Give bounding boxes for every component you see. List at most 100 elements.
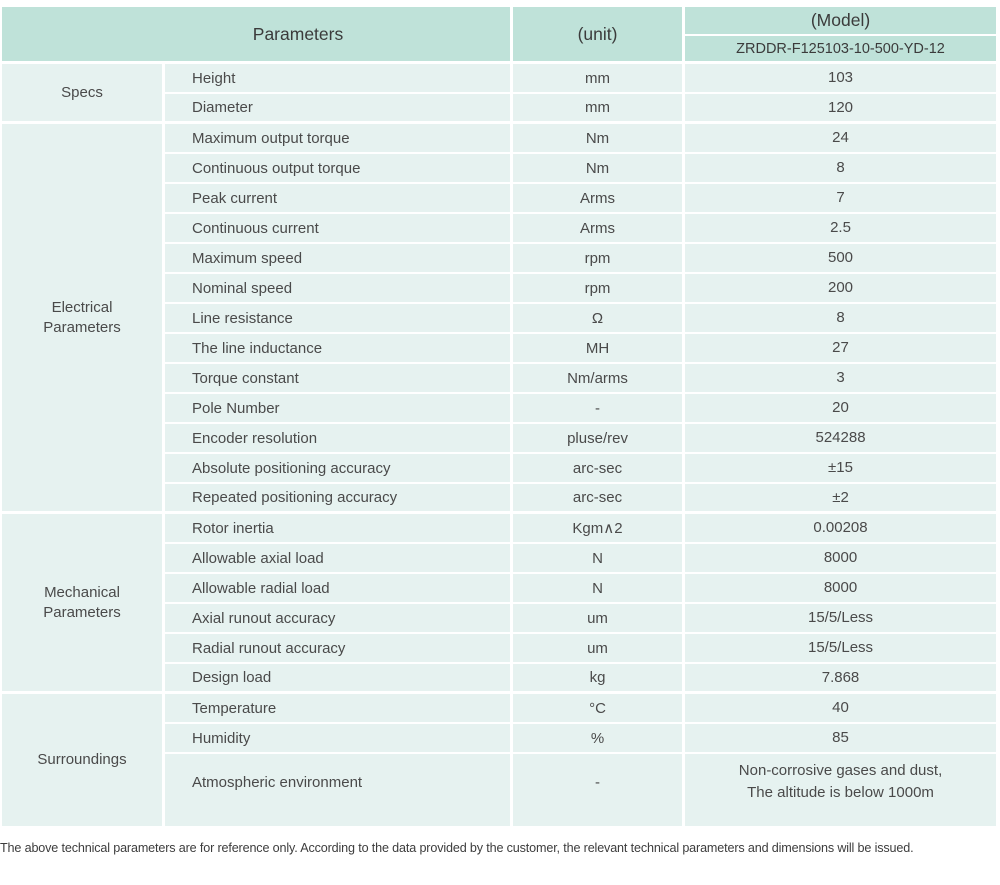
- section-cell-mechanical-parameters: Mechanical Parameters: [2, 514, 165, 694]
- parameter-cell: Allowable axial load: [165, 544, 514, 574]
- value-cell: 15/5/Less: [685, 634, 1000, 664]
- value-cell: 3: [685, 364, 1000, 394]
- parameter-cell: Height: [165, 64, 514, 94]
- unit-cell: %: [513, 724, 686, 754]
- header-row-top: Parameters (unit) (Model): [2, 7, 1000, 64]
- unit-cell: arc-sec: [513, 484, 686, 514]
- unit-cell: Arms: [513, 184, 686, 214]
- table-row: Maximum speed rpm 500: [2, 244, 1000, 274]
- table-row: Specs Height mm 103: [2, 64, 1000, 124]
- header-row-model-number: ZRDDR-F125103-10-500-YD-12: [2, 36, 1000, 64]
- parameter-cell: Radial runout accuracy: [165, 634, 514, 664]
- unit-cell: Nm: [513, 124, 686, 154]
- unit-cell: mm: [513, 94, 686, 124]
- value-cell: 8: [685, 304, 1000, 334]
- parameter-cell: Maximum speed: [165, 244, 514, 274]
- unit-cell: -: [513, 394, 686, 424]
- unit-cell: um: [513, 634, 686, 664]
- unit-cell: Kgm∧2: [513, 514, 686, 544]
- table-row: Torque constant Nm/arms 3: [2, 364, 1000, 394]
- parameter-cell: Temperature: [165, 694, 514, 724]
- parameter-cell: Line resistance: [165, 304, 514, 334]
- table-row: Encoder resolution pluse/rev 524288: [2, 424, 1000, 454]
- value-cell: 8000: [685, 574, 1000, 604]
- value-cell: 8000: [685, 544, 1000, 574]
- value-cell: ±2: [685, 484, 1000, 514]
- table-row: Repeated positioning accuracy arc-sec ±2: [2, 484, 1000, 514]
- value-cell: 8: [685, 154, 1000, 184]
- value-cell: 15/5/Less: [685, 604, 1000, 634]
- unit-cell: mm: [513, 64, 686, 94]
- parameter-cell: Maximum output torque: [165, 124, 514, 154]
- value-cell: 200: [685, 274, 1000, 304]
- unit-cell: pluse/rev: [513, 424, 686, 454]
- parameter-cell: Atmospheric environment: [165, 754, 514, 829]
- table-row: Atmospheric environment - Non-corrosive …: [2, 754, 1000, 829]
- parameter-cell: Torque constant: [165, 364, 514, 394]
- table-row: Pole Number - 20: [2, 394, 1000, 424]
- value-cell: 20: [685, 394, 1000, 424]
- table-row: Continuous output torque Nm 8: [2, 154, 1000, 184]
- unit-cell: Ω: [513, 304, 686, 334]
- value-cell: 24: [685, 124, 1000, 154]
- unit-cell: Nm: [513, 154, 686, 184]
- section-cell-specs: Specs: [2, 64, 165, 124]
- value-cell: 40: [685, 694, 1000, 724]
- parameter-cell: The line inductance: [165, 334, 514, 364]
- table-row: Design load kg 7.868: [2, 664, 1000, 694]
- parameter-cell: Pole Number: [165, 394, 514, 424]
- table-row: Radial runout accuracy um 15/5/Less: [2, 634, 1000, 664]
- value-cell: 7.868: [685, 664, 1000, 694]
- parameter-cell: Rotor inertia: [165, 514, 514, 544]
- parameter-cell: Diameter: [165, 94, 514, 124]
- model-header: (Model): [685, 7, 1000, 36]
- table-row: Electrical Parameters Maximum output tor…: [2, 124, 1000, 514]
- table-row: Mechanical Parameters Rotor inertia Kgm∧…: [2, 514, 1000, 694]
- section-cell-electrical-parameters: Electrical Parameters: [2, 124, 165, 514]
- value-cell: 85: [685, 724, 1000, 754]
- unit-cell: arc-sec: [513, 454, 686, 484]
- parameter-cell: Absolute positioning accuracy: [165, 454, 514, 484]
- parameter-cell: Peak current: [165, 184, 514, 214]
- table-row: Nominal speed rpm 200: [2, 274, 1000, 304]
- parameter-cell: Continuous current: [165, 214, 514, 244]
- parameter-cell: Encoder resolution: [165, 424, 514, 454]
- unit-header: (unit): [513, 7, 686, 64]
- value-line: The altitude is below 1000m: [747, 784, 934, 801]
- footnote: The above technical parameters are for r…: [0, 841, 914, 855]
- section-label: Specs: [61, 83, 103, 101]
- value-cell: 120: [685, 94, 1000, 124]
- table-row: Line resistance Ω 8: [2, 304, 1000, 334]
- value-line: Non-corrosive gases and dust,: [738, 762, 943, 780]
- spec-table: Parameters (unit) (Model) ZRDDR-F125103-…: [2, 7, 1000, 829]
- model-number: ZRDDR-F125103-10-500-YD-12: [685, 36, 1000, 64]
- unit-cell: °C: [513, 694, 686, 724]
- value-cell: 7: [685, 184, 1000, 214]
- unit-cell: rpm: [513, 274, 686, 304]
- value-cell: 500: [685, 244, 1000, 274]
- section-label: Parameters: [43, 318, 121, 336]
- table-row: Allowable radial load N 8000: [2, 574, 1000, 604]
- unit-cell: kg: [513, 664, 686, 694]
- parameters-header: Parameters: [2, 7, 514, 64]
- unit-cell: -: [513, 754, 686, 829]
- value-cell: 524288: [685, 424, 1000, 454]
- table-row: Humidity % 85: [2, 724, 1000, 754]
- unit-cell: N: [513, 544, 686, 574]
- parameter-cell: Design load: [165, 664, 514, 694]
- table-row: Diameter mm 120: [2, 94, 1000, 124]
- parameter-cell: Continuous output torque: [165, 154, 514, 184]
- parameter-cell: Allowable radial load: [165, 574, 514, 604]
- table-row: Continuous current Arms 2.5: [2, 214, 1000, 244]
- value-cell: ±15: [685, 454, 1000, 484]
- section-label: Surroundings: [37, 751, 127, 769]
- table-row: Axial runout accuracy um 15/5/Less: [2, 604, 1000, 634]
- unit-cell: Arms: [513, 214, 686, 244]
- unit-cell: Nm/arms: [513, 364, 686, 394]
- table-row: The line inductance MH 27: [2, 334, 1000, 364]
- value-cell: 2.5: [685, 214, 1000, 244]
- table-row: Peak current Arms 7: [2, 184, 1000, 214]
- section-cell-surroundings: Surroundings: [2, 694, 165, 829]
- value-cell: 27: [685, 334, 1000, 364]
